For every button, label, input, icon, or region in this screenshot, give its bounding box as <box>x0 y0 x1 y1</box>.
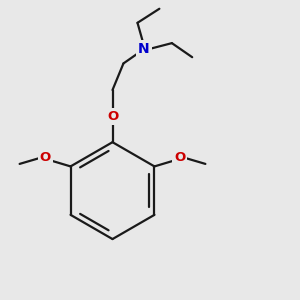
Text: O: O <box>174 151 185 164</box>
Text: O: O <box>107 110 118 123</box>
Text: N: N <box>138 42 150 56</box>
Text: O: O <box>40 151 51 164</box>
